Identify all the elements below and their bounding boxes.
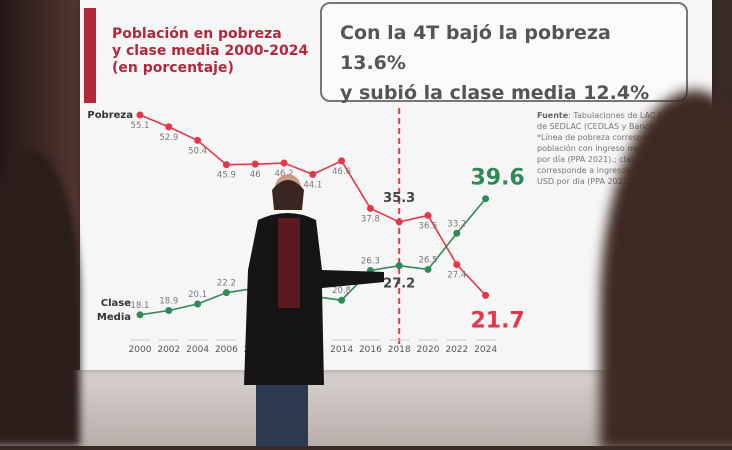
series-label-pobreza: Pobreza bbox=[87, 110, 133, 121]
data-label: 44.1 bbox=[303, 180, 322, 190]
data-label: 35.3 bbox=[383, 191, 415, 206]
x-tick-label: 2014 bbox=[330, 345, 353, 355]
data-label: 50.4 bbox=[188, 146, 207, 156]
data-label: 22.2 bbox=[217, 279, 236, 289]
data-point bbox=[222, 161, 230, 169]
presenter-person bbox=[244, 174, 384, 446]
x-tick-label: 2006 bbox=[215, 345, 238, 355]
x-tick-label: 2018 bbox=[388, 345, 411, 355]
data-point bbox=[222, 289, 230, 297]
data-label: 46 bbox=[250, 170, 261, 180]
data-label: 46.2 bbox=[275, 169, 294, 179]
data-point bbox=[165, 123, 173, 131]
data-point bbox=[309, 170, 317, 178]
data-point bbox=[338, 296, 346, 304]
data-label: 55.1 bbox=[131, 121, 150, 131]
title-line: Población en pobreza bbox=[112, 26, 282, 42]
source-note: Fuente: Tabulaciones de LAC Equity Lab d… bbox=[537, 110, 707, 187]
data-point bbox=[453, 261, 461, 269]
x-tick-label: 2022 bbox=[445, 345, 468, 355]
data-point bbox=[251, 160, 259, 168]
series-label-clase-media: Media bbox=[97, 312, 131, 323]
title-accent-bar bbox=[84, 8, 96, 103]
x-tick-label: 2020 bbox=[417, 345, 440, 355]
data-label: 37.8 bbox=[361, 214, 380, 224]
data-label: 36.5 bbox=[419, 221, 438, 231]
audience-head-left bbox=[0, 150, 80, 446]
x-tick-label: 2016 bbox=[359, 345, 382, 355]
data-point bbox=[395, 262, 403, 270]
chart-title: Población en pobreza y clase media 2000-… bbox=[112, 26, 312, 77]
data-label: 52.9 bbox=[159, 133, 178, 143]
x-tick-label: 2004 bbox=[186, 345, 209, 355]
source-text: : Tabulaciones de LAC Equity Lab de SEDL… bbox=[537, 111, 701, 186]
x-tick-label: 2002 bbox=[157, 345, 180, 355]
data-label: 20.8 bbox=[332, 286, 351, 296]
title-line: (en porcentaje) bbox=[112, 60, 234, 76]
data-point bbox=[424, 265, 432, 273]
data-point bbox=[136, 311, 144, 319]
source-label: Fuente bbox=[537, 111, 569, 120]
series-label-clase-media: Clase bbox=[101, 298, 131, 309]
data-label: 18.1 bbox=[131, 301, 150, 311]
callout-line: Con la 4T bajó la pobreza 13.6% bbox=[340, 22, 611, 74]
data-label: 39.6 bbox=[470, 166, 524, 191]
data-label: 27.2 bbox=[383, 277, 415, 292]
data-point bbox=[424, 211, 432, 219]
data-point bbox=[280, 159, 288, 167]
data-point bbox=[194, 300, 202, 308]
data-point bbox=[194, 136, 202, 144]
data-label: 26.3 bbox=[361, 257, 380, 267]
data-point bbox=[482, 291, 490, 299]
headline-callout: Con la 4T bajó la pobreza 13.6% y subió … bbox=[320, 2, 688, 104]
data-label: 18.9 bbox=[159, 296, 178, 306]
data-label: 20.1 bbox=[188, 290, 207, 300]
data-point bbox=[165, 306, 173, 314]
callout-line: y subió la clase media 12.4% bbox=[340, 82, 650, 104]
data-label: 45.9 bbox=[217, 171, 236, 181]
data-label: 21.7 bbox=[470, 308, 524, 333]
title-line: y clase media 2000-2024 bbox=[112, 43, 309, 59]
data-label: 26.5 bbox=[419, 255, 438, 265]
data-label: 46.6 bbox=[332, 167, 351, 177]
x-tick-label: 2024 bbox=[474, 345, 497, 355]
data-point bbox=[338, 157, 346, 165]
data-point bbox=[136, 111, 144, 119]
data-label: 27.4 bbox=[447, 271, 466, 281]
x-tick-label: 2000 bbox=[129, 345, 152, 355]
data-point bbox=[453, 229, 461, 237]
data-point bbox=[482, 195, 490, 203]
data-point bbox=[395, 218, 403, 226]
data-point bbox=[366, 204, 374, 212]
data-label: 33.2 bbox=[447, 219, 466, 229]
